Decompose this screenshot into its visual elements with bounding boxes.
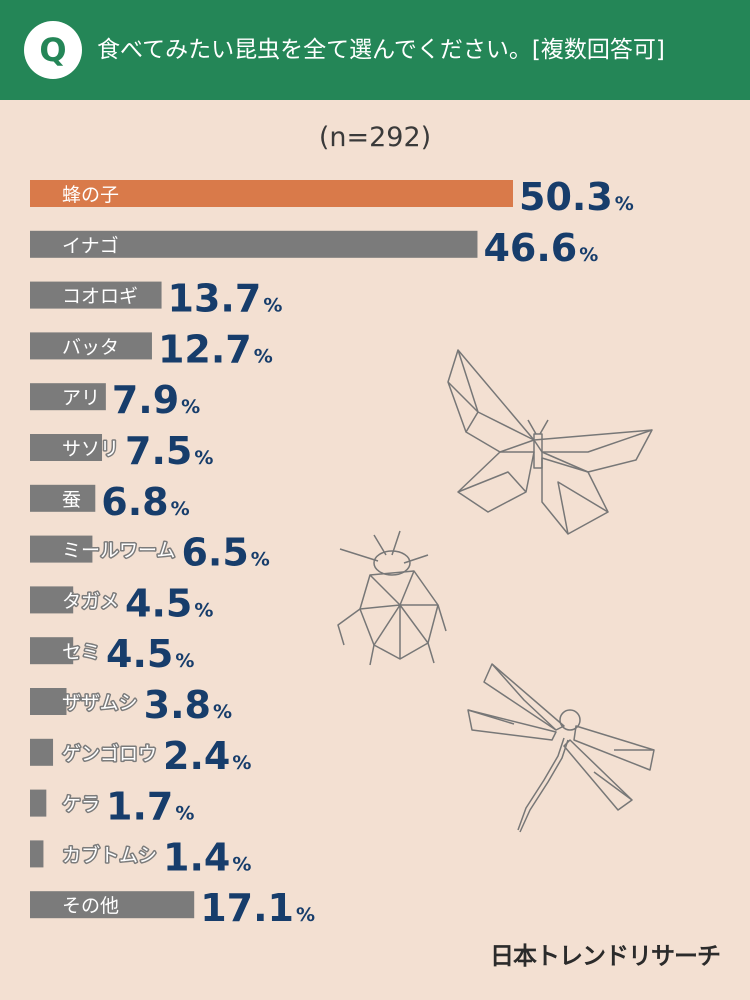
bar-1 bbox=[30, 230, 478, 258]
bar-13 bbox=[30, 840, 44, 868]
bar-5 bbox=[30, 434, 103, 461]
category-label-9: セミ bbox=[62, 641, 100, 663]
category-label-0: 蜂の子 bbox=[62, 184, 119, 206]
category-label-1: イナゴ bbox=[62, 235, 119, 257]
category-label-14: その他 bbox=[62, 895, 119, 917]
category-label-7: ミールワーム bbox=[62, 540, 175, 562]
bar-8 bbox=[30, 586, 74, 614]
category-label-6: 蚕 bbox=[62, 489, 81, 511]
butterfly-icon bbox=[438, 342, 662, 538]
bar-0 bbox=[30, 180, 513, 207]
header-banner: Q 食べてみたい昆虫を全て選んでください。[複数回答可] bbox=[0, 0, 750, 100]
value-label-12: 1.7% bbox=[106, 785, 194, 829]
category-label-2: コオロギ bbox=[62, 286, 138, 308]
value-label-8: 4.5% bbox=[125, 581, 213, 625]
value-label-5: 7.5% bbox=[125, 429, 213, 473]
value-label-4: 7.9% bbox=[112, 378, 200, 422]
bar-4 bbox=[30, 383, 106, 411]
value-label-6: 6.8% bbox=[101, 480, 189, 524]
value-label-3: 12.7% bbox=[158, 327, 273, 371]
value-label-9: 4.5% bbox=[106, 632, 194, 676]
category-label-12: ケラ bbox=[62, 794, 100, 816]
question-badge: Q bbox=[24, 21, 82, 79]
beetle-icon bbox=[330, 525, 450, 667]
category-label-8: タガメ bbox=[62, 590, 119, 612]
category-label-5: サソリ bbox=[62, 438, 119, 460]
bar-11 bbox=[30, 738, 54, 766]
category-label-3: バッタ bbox=[62, 336, 119, 358]
value-label-14: 17.1% bbox=[200, 886, 315, 930]
category-label-10: ザザムシ bbox=[62, 692, 138, 714]
bar-3 bbox=[30, 332, 152, 360]
value-label-2: 13.7% bbox=[168, 277, 283, 321]
bar-14 bbox=[30, 891, 195, 919]
question-text: 食べてみたい昆虫を全て選んでください。[複数回答可] bbox=[97, 37, 665, 63]
bar-2 bbox=[30, 281, 162, 309]
category-label-11: ゲンゴロウ bbox=[62, 743, 157, 765]
brand-logo: 日本トレンドリサーチ bbox=[490, 942, 721, 970]
category-label-13: カブトムシ bbox=[62, 843, 157, 866]
bar-6 bbox=[30, 484, 96, 512]
value-label-10: 3.8% bbox=[144, 683, 232, 727]
value-label-11: 2.4% bbox=[163, 734, 251, 778]
bar-12 bbox=[30, 789, 47, 817]
value-label-13: 1.4% bbox=[163, 835, 251, 879]
bar-9 bbox=[30, 637, 74, 665]
bar-10 bbox=[30, 688, 67, 715]
bar-7 bbox=[30, 535, 93, 563]
value-label-7: 6.5% bbox=[181, 531, 269, 575]
dragonfly-icon bbox=[464, 660, 660, 836]
sample-size-label: (n=292) bbox=[318, 122, 432, 153]
value-label-0: 50.3% bbox=[519, 175, 634, 219]
value-label-1: 46.6% bbox=[483, 226, 598, 270]
category-label-4: アリ bbox=[62, 387, 100, 409]
